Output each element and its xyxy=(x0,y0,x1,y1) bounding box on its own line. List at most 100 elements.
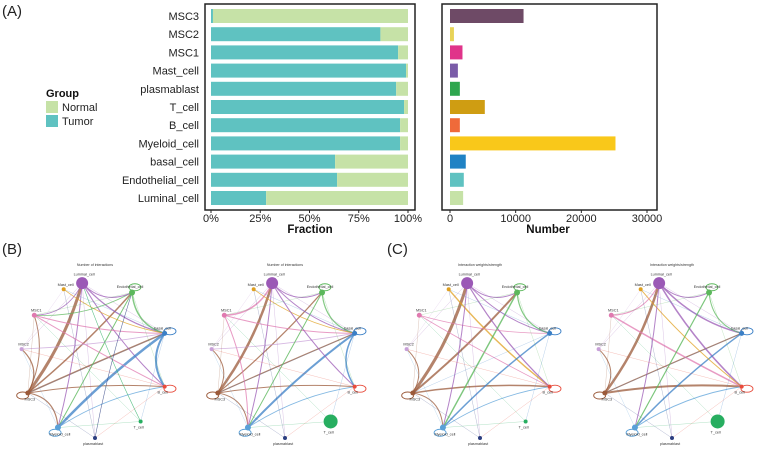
network-node-mast_cell xyxy=(446,287,451,292)
network-node-basal_cell xyxy=(547,330,553,336)
network-node-t_cell xyxy=(138,419,143,424)
network-edge-minor xyxy=(94,386,165,439)
network-edge xyxy=(211,348,225,394)
network-node-label: MSC2 xyxy=(18,343,29,347)
fraction-bar-normal-plasmablast xyxy=(396,81,408,96)
fraction-tick-label: 100% xyxy=(394,213,422,225)
network-edge-minor xyxy=(211,283,273,350)
network-node-endothelial_cell xyxy=(129,289,136,296)
network-node-label: MSC3 xyxy=(602,397,613,401)
network-edge-minor xyxy=(412,392,481,439)
fraction-bar-normal-b_cell xyxy=(400,118,408,133)
network-edge xyxy=(154,332,166,388)
network-node-msc3 xyxy=(215,390,221,396)
network-node-label: MSC2 xyxy=(208,343,219,347)
network-edge-minor xyxy=(598,283,660,350)
network-node-label: T_cell xyxy=(134,425,144,429)
network-node-label: Endothelial_cell xyxy=(502,285,529,289)
network-node-msc3 xyxy=(602,390,608,396)
legend-title: Group xyxy=(46,88,79,100)
network-node-label: Endothelial_cell xyxy=(307,285,334,289)
network-edge-minor xyxy=(717,333,742,422)
network-edge-minor xyxy=(658,283,673,439)
network-edge xyxy=(57,283,83,428)
network-node-label: plasmablast xyxy=(273,442,294,446)
network-node-label: Myeloid_cell xyxy=(434,433,455,437)
network-node-label: MSC2 xyxy=(595,343,606,347)
network-edge xyxy=(217,332,355,394)
network-node-label: Endothelial_cell xyxy=(694,285,721,289)
network-edge xyxy=(34,314,165,334)
network-node-mast_cell xyxy=(251,287,256,292)
network-edge xyxy=(223,315,249,428)
network-node-mast_cell xyxy=(61,287,66,292)
network-node-label: plasmablast xyxy=(660,442,681,446)
fraction-bar-normal-msc1 xyxy=(398,45,408,60)
self-loop xyxy=(625,428,639,437)
network-edge-minor xyxy=(63,289,165,334)
number-bar-msc2 xyxy=(450,27,454,42)
network-edge-minor xyxy=(330,333,355,422)
network-edge xyxy=(448,288,551,388)
network-edge-minor xyxy=(598,289,641,350)
network-panel-3: Interaction weights/strength Luminal_cell… xyxy=(401,263,562,446)
self-loop xyxy=(163,384,177,393)
network-edge-minor xyxy=(640,289,673,439)
network-node-luminal_cell xyxy=(76,277,89,290)
self-loop xyxy=(238,428,252,437)
network-edge-minor xyxy=(27,392,96,439)
network-node-luminal_cell xyxy=(266,277,279,290)
number-bar-basal_cell xyxy=(450,154,466,169)
network-edge-minor xyxy=(253,289,286,439)
self-loop xyxy=(353,384,367,393)
category-label: plasmablast xyxy=(140,84,199,96)
number-chart: 0 10000 20000 30000 Number xyxy=(441,3,662,236)
network-edge xyxy=(81,282,165,388)
network-node-label: T_cell xyxy=(519,425,529,429)
network-edge-minor xyxy=(140,333,165,422)
network-edge xyxy=(217,384,355,394)
network-edge xyxy=(658,282,743,388)
category-label: basal_cell xyxy=(150,157,199,169)
number-bar-plasmablast xyxy=(450,81,460,96)
self-loop xyxy=(740,384,754,393)
network-edge xyxy=(634,386,742,428)
network-edge-minor xyxy=(34,292,133,316)
network-edge xyxy=(604,384,742,394)
number-bar-luminal_cell xyxy=(450,191,464,205)
network-edge-minor xyxy=(448,289,550,334)
self-loop xyxy=(48,428,62,437)
network-node-mast_cell xyxy=(638,287,643,292)
network-node-label: MSC1 xyxy=(31,308,42,312)
network-edge xyxy=(247,283,273,428)
network-edge xyxy=(345,332,356,388)
fraction-bar-normal-t_cell xyxy=(404,100,408,114)
network-edge-minor xyxy=(412,333,550,394)
network-node-label: MSC3 xyxy=(410,397,421,401)
panel-label-b: (B) xyxy=(2,241,22,258)
category-label: Endothelial_cell xyxy=(122,175,199,187)
fraction-bar-tumor-t_cell xyxy=(211,100,405,114)
fraction-bar-normal-mast_cell xyxy=(406,63,408,78)
network-node-myeloid_cell xyxy=(631,424,638,431)
fraction-tick-label: 25% xyxy=(249,213,271,225)
number-bar-msc3 xyxy=(450,9,524,23)
self-loop xyxy=(433,428,447,437)
network-node-label: Mast_cell xyxy=(248,283,264,287)
network-edge xyxy=(216,282,274,394)
network-edge-minor xyxy=(131,292,165,387)
network-edge-minor xyxy=(419,292,518,316)
network-edge xyxy=(34,283,83,316)
network-edge xyxy=(271,282,355,388)
network-node-t_cell xyxy=(323,414,338,429)
network-edge xyxy=(604,332,742,394)
network-edge xyxy=(21,332,165,350)
network-edge-minor xyxy=(247,421,331,428)
network-node-msc2 xyxy=(209,347,214,352)
network-edge xyxy=(34,314,165,388)
network-node-label: Myeloid_cell xyxy=(626,433,647,437)
network-node-label: MSC1 xyxy=(608,308,619,312)
network-node-label: Luminal_cell xyxy=(74,273,95,277)
fraction-bar-tumor-msc3 xyxy=(211,9,213,23)
network-node-label: B_cell xyxy=(542,391,552,395)
